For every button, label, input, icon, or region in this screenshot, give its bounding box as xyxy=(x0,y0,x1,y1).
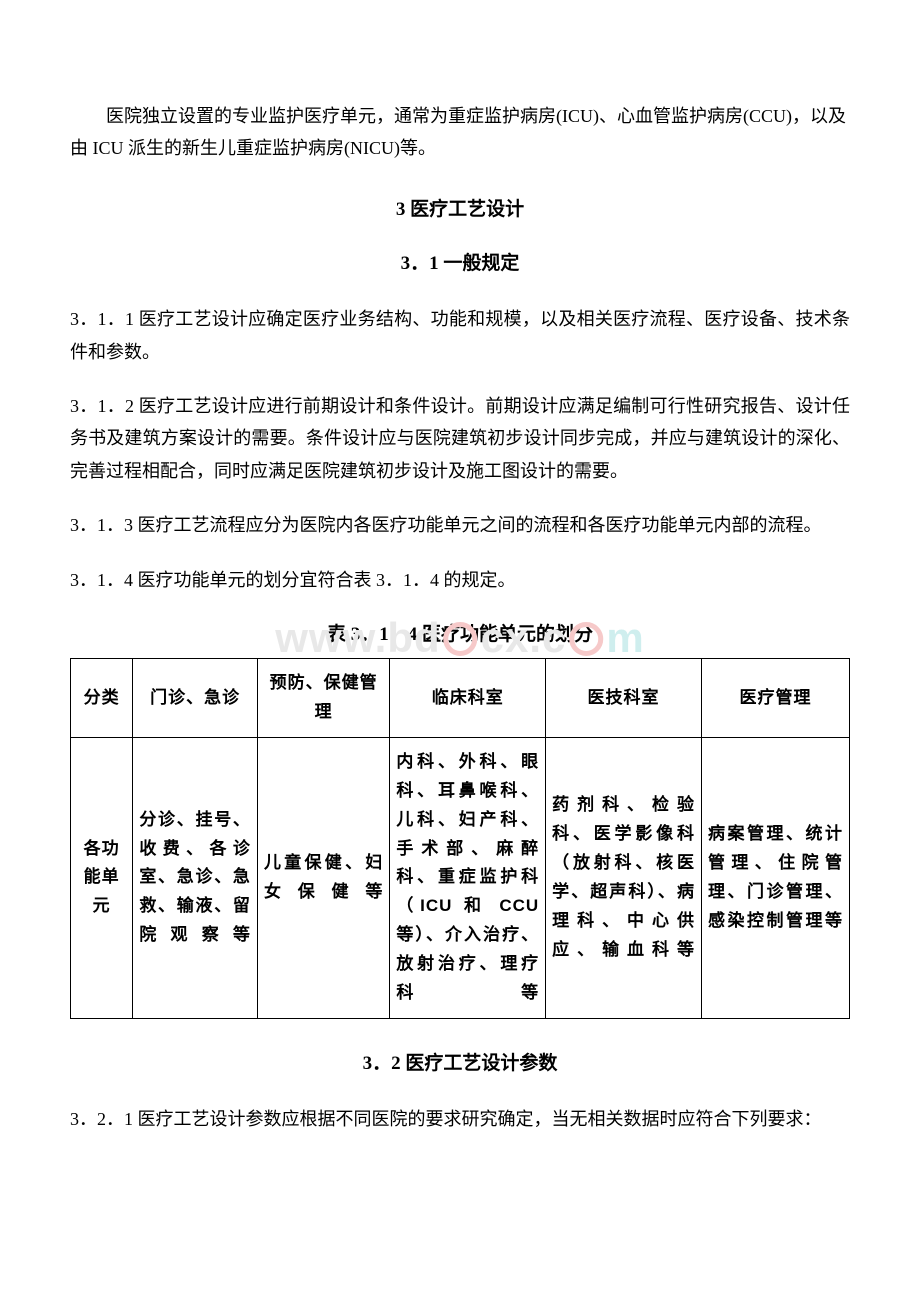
th-mgmt: 医疗管理 xyxy=(701,659,849,738)
th-medtech: 医技科室 xyxy=(546,659,702,738)
table-3-1-4-caption: 表 3．1．4 医疗功能单元的划分 xyxy=(70,618,850,652)
th-clinical: 临床科室 xyxy=(390,659,546,738)
table-3-1-4: 分类 门诊、急诊 预防、保健管理 临床科室 医技科室 医疗管理 各功能单元 分诊… xyxy=(70,658,850,1019)
cell-mgmt: 病案管理、统计管理、住院管理、门诊管理、感染控制管理等 xyxy=(701,737,849,1018)
clause-3-1-3: 3．1．3 医疗工艺流程应分为医院内各医疗功能单元之间的流程和各医疗功能单元内部… xyxy=(70,509,850,541)
subsection-3-1-title: 3．1 一般规定 xyxy=(70,247,850,281)
clause-3-1-2: 3．1．2 医疗工艺设计应进行前期设计和条件设计。前期设计应满足编制可行性研究报… xyxy=(70,390,850,487)
th-outpatient: 门诊、急诊 xyxy=(133,659,258,738)
clause-3-1-1: 3．1．1 医疗工艺设计应确定医疗业务结构、功能和规模，以及相关医疗流程、医疗设… xyxy=(70,303,850,368)
cell-outpatient: 分诊、挂号、收费、各诊室、急诊、急救、输液、留院观察等 xyxy=(133,737,258,1018)
th-prevention: 预防、保健管理 xyxy=(257,659,389,738)
row-label: 各功能单元 xyxy=(71,737,133,1018)
cell-clinical: 内科、外科、眼科、耳鼻喉科、儿科、妇产科、手术部、麻醉科、重症监护科（ICU 和… xyxy=(390,737,546,1018)
intro-paragraph: 医院独立设置的专业监护医疗单元，通常为重症监护病房(ICU)、心血管监护病房(C… xyxy=(70,100,850,165)
cell-prevention: 儿童保健、妇女保健等 xyxy=(257,737,389,1018)
cell-medtech: 药剂科、检验科、医学影像科（放射科、核医学、超声科）、病理科、中心供应、输血科等 xyxy=(546,737,702,1018)
table-data-row: 各功能单元 分诊、挂号、收费、各诊室、急诊、急救、输液、留院观察等 儿童保健、妇… xyxy=(71,737,850,1018)
clause-3-2-1: 3．2．1 医疗工艺设计参数应根据不同医院的要求研究确定，当无相关数据时应符合下… xyxy=(70,1103,850,1135)
clause-3-1-4: 3．1．4 医疗功能单元的划分宜符合表 3．1．4 的规定。 xyxy=(70,564,850,596)
table-header-row: 分类 门诊、急诊 预防、保健管理 临床科室 医技科室 医疗管理 xyxy=(71,659,850,738)
subsection-3-2-title: 3．2 医疗工艺设计参数 xyxy=(70,1047,850,1081)
th-category: 分类 xyxy=(71,659,133,738)
section-3-title: 3 医疗工艺设计 xyxy=(70,193,850,227)
table-3-1-4-wrap: www.bdcx.cm 表 3．1．4 医疗功能单元的划分 分类 门诊、急诊 预… xyxy=(70,618,850,1019)
